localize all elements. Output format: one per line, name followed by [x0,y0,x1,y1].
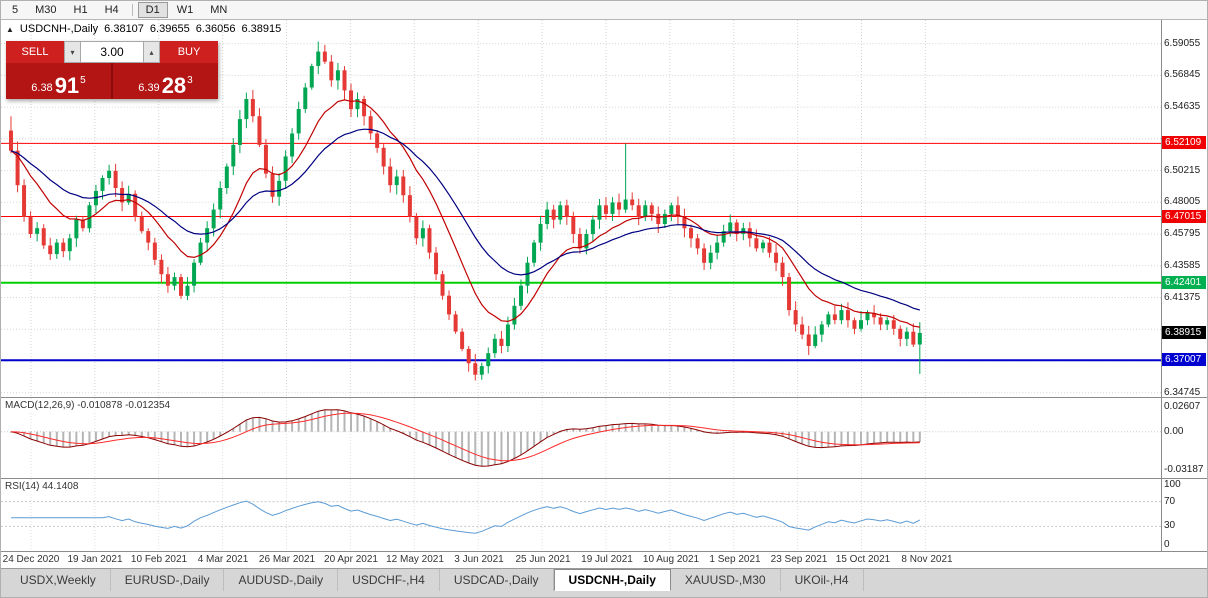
buy-price-display[interactable]: 6.39 28 3 [113,63,218,99]
price-tick: 6.54635 [1164,101,1201,113]
chart-header: ▲ USDCNH-,Daily 6.38107 6.39655 6.36056 … [6,23,281,35]
date-label: 19 Jan 2021 [67,554,123,565]
price-badge: 6.38915 [1162,325,1206,339]
price-chart-canvas[interactable] [1,20,1161,397]
macd-axis-label: 0.02607 [1164,401,1201,412]
price-tick: 6.45795 [1164,228,1201,240]
date-label: 20 Apr 2021 [324,554,378,565]
sell-price-point: 5 [80,75,86,86]
axis-corner [1162,552,1207,568]
date-label: 26 Mar 2021 [258,554,316,565]
date-label: 3 Jun 2021 [454,554,504,565]
macd-axis-label: 0.00 [1164,425,1184,437]
date-label: 10 Feb 2021 [130,554,188,565]
chart-symbol-title: USDCNH-,Daily [19,23,99,35]
price-badge: 6.47015 [1162,209,1206,223]
panel-divider[interactable] [1,397,1207,398]
tab-ukoil-h4[interactable]: UKOil-,H4 [781,569,864,591]
ohlc-high: 6.39655 [149,23,190,35]
macd-panel[interactable]: MACD(12,26,9) -0.010878 -0.012354 [1,398,1162,478]
timeframe-5[interactable]: 5 [12,4,19,16]
rsi-label: RSI(14) 44.1408 [5,481,79,492]
price-tick: 6.59055 [1164,37,1201,49]
tab-usdx-weekly[interactable]: USDX,Weekly [6,569,111,591]
price-tick: 6.50215 [1164,164,1201,176]
sell-button[interactable]: SELL [6,41,64,63]
timeframe-h1[interactable]: H1 [73,4,88,16]
price-axis[interactable]: 6.59055 6.56845 6.54635 6.50215 6.48005 6.457… [1162,20,1207,398]
price-chart[interactable]: ▲ USDCNH-,Daily 6.38107 6.39655 6.36056 … [1,20,1162,397]
timeframe-bar: 5 M30 H1 H4 D1 W1 MN [1,1,1207,20]
tab-usdcad-daily[interactable]: USDCAD-,Daily [440,569,554,591]
tab-usdcnh-daily[interactable]: USDCNH-,Daily [553,569,671,591]
date-label: 8 Nov 2021 [901,554,953,565]
buy-price-point: 3 [187,75,193,86]
date-label: 12 May 2021 [386,554,444,565]
price-tick: 6.41375 [1164,291,1201,303]
date-label: 19 Jul 2021 [581,554,633,565]
macd-canvas[interactable] [1,398,1161,478]
rsi-axis-label: 30 [1164,520,1176,532]
ohlc-low: 6.36056 [195,23,236,35]
buy-price-base: 6.39 [138,81,160,94]
timeframe-d1[interactable]: D1 [137,2,168,18]
rsi-canvas[interactable] [1,479,1161,551]
rsi-axis[interactable]: 100 70 30 0 [1162,479,1207,551]
macd-label: MACD(12,26,9) -0.010878 -0.012354 [5,400,171,411]
date-label: 23 Sep 2021 [770,554,828,565]
price-badge: 6.37007 [1162,353,1206,367]
sell-price-pips: 91 [54,73,80,99]
price-badge: 6.52109 [1162,136,1206,150]
price-badge: 6.42401 [1162,275,1206,289]
date-label: 24 Dec 2020 [2,554,60,565]
panel-divider[interactable] [1,478,1207,479]
one-click-trading-panel: SELL ▾ ▴ BUY 6.38 91 5 6.39 28 3 [6,41,218,99]
sell-price-display[interactable]: 6.38 91 5 [6,63,111,99]
ohlc-open: 6.38107 [104,23,144,35]
bottom-strip [1,591,1207,597]
ohlc-close: 6.38915 [241,23,282,35]
timeframe-h4[interactable]: H4 [104,4,119,16]
sell-price-base: 6.38 [31,81,53,94]
timeframe-m30[interactable]: M30 [35,4,57,16]
volume-decrease-button[interactable]: ▾ [64,41,81,63]
tab-eurusd-daily[interactable]: EURUSD-,Daily [111,569,225,591]
chart-tabs-bar: USDX,Weekly EURUSD-,Daily AUDUSD-,Daily USD… [1,568,1207,591]
macd-axis[interactable]: 0.02607 0.00 -0.03187 [1162,398,1207,478]
price-tick: 6.48005 [1164,196,1201,208]
timeframe-mn[interactable]: MN [210,4,228,16]
price-tick: 6.34745 [1164,386,1201,398]
price-tick: 6.56845 [1164,69,1201,81]
tab-usdchf-h4[interactable]: USDCHF-,H4 [338,569,440,591]
date-label: 1 Sep 2021 [709,554,761,565]
price-tick: 6.43585 [1164,259,1201,271]
panel-divider [1,551,1207,552]
tab-audusd-daily[interactable]: AUDUSD-,Daily [224,569,339,591]
volume-increase-button[interactable]: ▴ [143,41,160,63]
timeframe-w1[interactable]: W1 [176,4,194,16]
buy-price-pips: 28 [161,73,187,99]
date-label: 25 Jun 2021 [515,554,571,565]
buy-button[interactable]: BUY [160,41,218,63]
rsi-axis-label: 70 [1164,495,1176,507]
tab-xauusd-m30[interactable]: XAUUSD-,M30 [671,569,781,591]
macd-axis-label: -0.03187 [1164,464,1204,475]
toolbar-separator [131,4,133,16]
rsi-axis-label: 0 [1164,539,1170,550]
date-label: 10 Aug 2021 [642,554,700,565]
date-label: 15 Oct 2021 [835,554,891,565]
symbol-arrow-icon: ▲ [6,24,14,34]
date-label: 4 Mar 2021 [197,554,249,565]
volume-input[interactable] [81,41,143,63]
rsi-axis-label: 100 [1164,479,1181,490]
rsi-panel[interactable]: RSI(14) 44.1408 [1,479,1162,551]
date-axis[interactable]: 24 Dec 2020 19 Jan 2021 10 Feb 2021 4 Mar 2… [1,552,1162,568]
